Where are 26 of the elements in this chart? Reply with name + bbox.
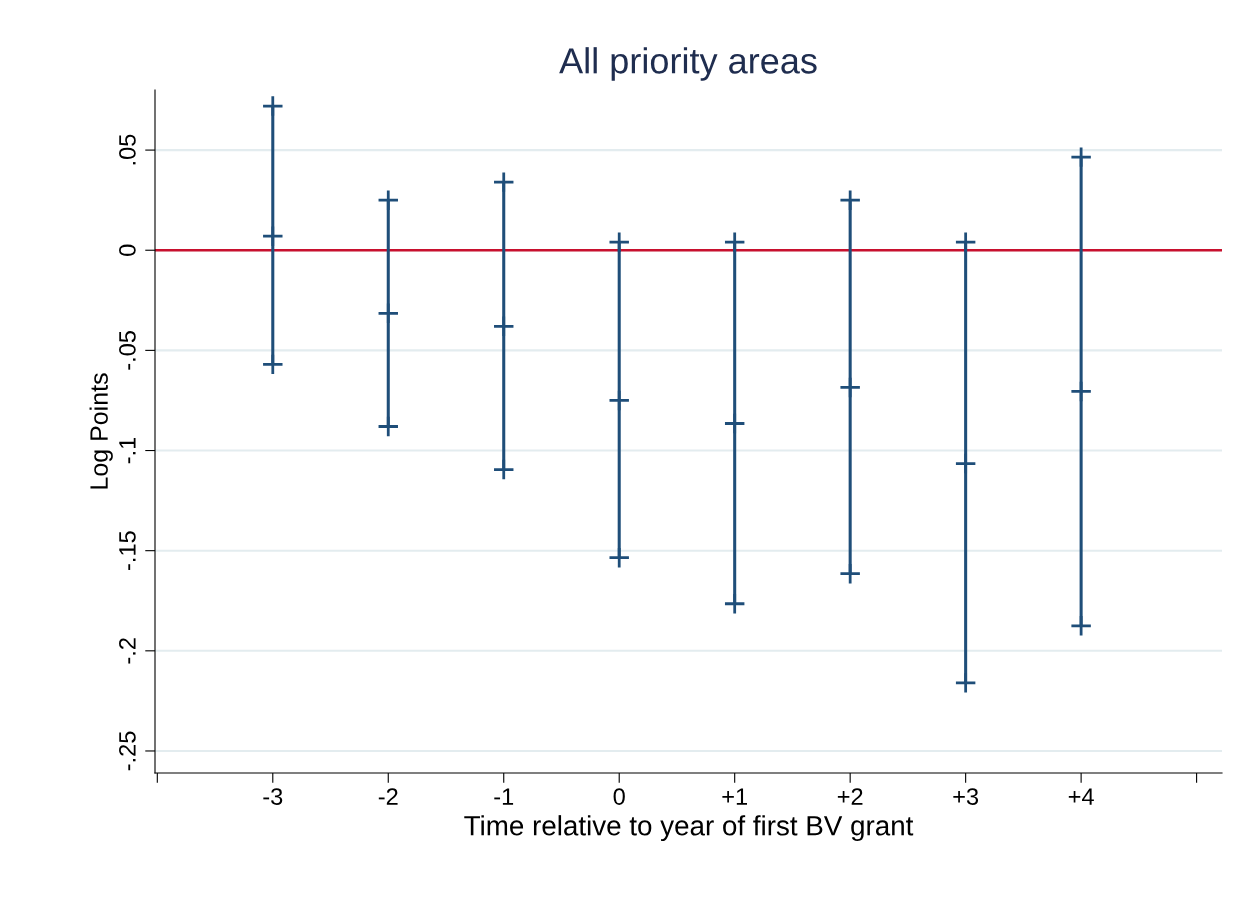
point <box>492 315 515 338</box>
point <box>839 376 862 399</box>
point <box>1070 380 1093 403</box>
point <box>261 225 284 248</box>
x-tick-label: 0 <box>613 788 625 805</box>
y-tick-label: 0 <box>119 244 136 256</box>
point <box>723 412 746 435</box>
x-tick-label: -1 <box>494 788 514 805</box>
x-axis-title: Time relative to year of first BV grant <box>464 815 914 842</box>
x-tick-label: +3 <box>953 788 979 805</box>
x-tick-label: -3 <box>263 788 283 805</box>
y-tick-label: .05 <box>119 134 136 165</box>
point <box>954 452 977 475</box>
y-tick-label: -.1 <box>119 437 136 464</box>
y-tick-label: -.15 <box>119 531 136 570</box>
y-axis-title: Log Points <box>89 373 113 489</box>
y-tick-label: -.25 <box>119 731 136 771</box>
chart-title: All priority areas <box>559 47 817 81</box>
x-tick-label: +2 <box>837 788 863 805</box>
y-tick-label: -.05 <box>119 331 136 370</box>
point <box>377 302 400 325</box>
x-tick-label: -2 <box>378 788 398 805</box>
x-tick-label: +1 <box>722 788 747 805</box>
point <box>608 389 631 412</box>
x-tick-label: +4 <box>1068 788 1094 805</box>
y-tick-label: -.2 <box>119 638 136 664</box>
